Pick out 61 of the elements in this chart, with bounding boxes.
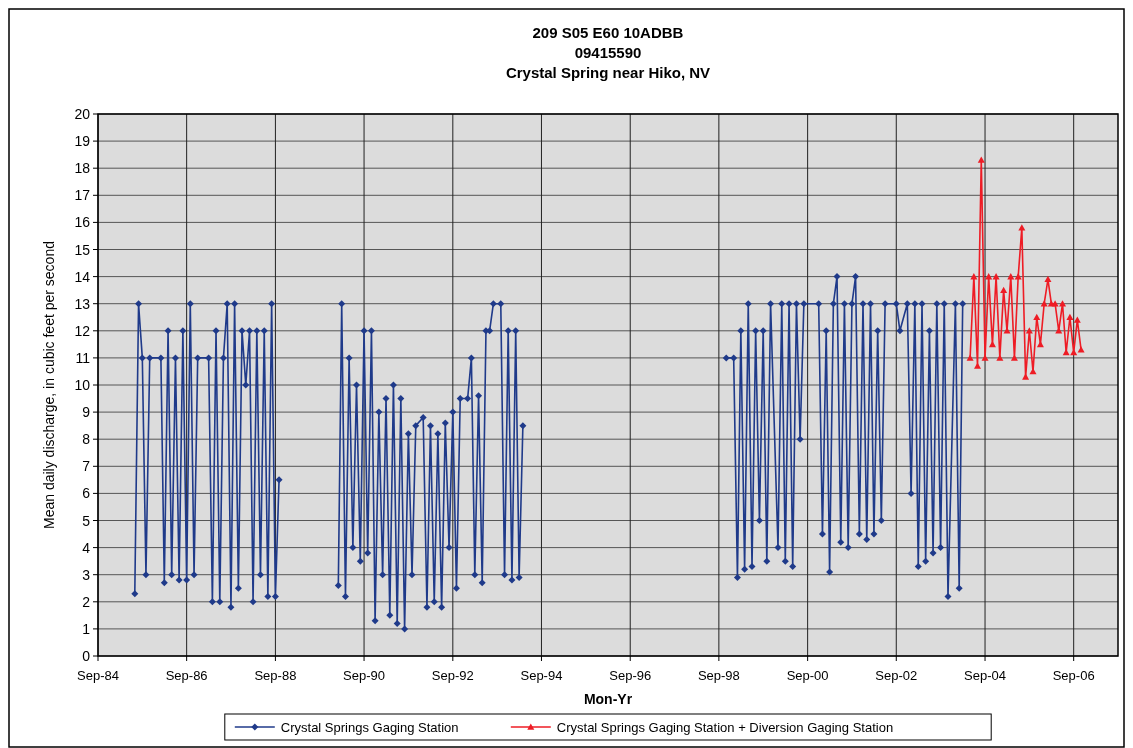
point bbox=[1055, 327, 1063, 334]
point bbox=[985, 273, 993, 280]
point bbox=[981, 354, 989, 361]
x-tick-label: Sep-86 bbox=[165, 668, 208, 683]
x-tick-label: Sep-90 bbox=[343, 668, 386, 683]
y-tick-label: 17 bbox=[74, 187, 91, 204]
x-tick-label: Sep-00 bbox=[786, 668, 829, 683]
y-tick-label: 15 bbox=[74, 241, 91, 258]
x-tick-label: Sep-06 bbox=[1052, 668, 1095, 683]
y-tick-label: 19 bbox=[74, 133, 91, 150]
y-tick-label: 1 bbox=[82, 620, 91, 637]
point bbox=[1077, 346, 1085, 353]
x-tick-label: Sep-94 bbox=[520, 668, 563, 683]
legend-label: Crystal Springs Gaging Station + Diversion Gaging Station bbox=[556, 720, 894, 735]
point bbox=[1018, 224, 1026, 231]
y-tick-label: 12 bbox=[74, 322, 91, 339]
point bbox=[1033, 313, 1041, 321]
y-tick-label: 6 bbox=[82, 485, 91, 502]
x-tick-label: Sep-04 bbox=[964, 668, 1006, 683]
y-axis-title: Mean daily discharge, in cubic feet per second bbox=[41, 241, 57, 529]
point bbox=[1000, 286, 1008, 293]
y-tick-label: 9 bbox=[82, 404, 91, 421]
y-tick-label: 8 bbox=[82, 431, 91, 448]
x-tick-label: Sep-96 bbox=[609, 668, 652, 683]
y-tick-label: 0 bbox=[82, 648, 91, 664]
point bbox=[988, 340, 996, 348]
point bbox=[1073, 316, 1081, 323]
point bbox=[977, 156, 985, 163]
y-tick-label: 5 bbox=[82, 512, 91, 529]
point bbox=[1007, 273, 1015, 280]
point bbox=[1022, 373, 1030, 380]
y-tick-label: 7 bbox=[82, 458, 91, 475]
legend-label: Crystal Springs Gaging Station bbox=[280, 720, 459, 735]
y-tick-label: 3 bbox=[82, 566, 91, 583]
point bbox=[1010, 354, 1018, 361]
point bbox=[974, 362, 982, 369]
y-tick-label: 18 bbox=[74, 160, 91, 177]
point bbox=[996, 354, 1004, 361]
x-tick-label: Sep-88 bbox=[254, 668, 297, 683]
x-tick-label: Sep-02 bbox=[875, 668, 918, 683]
y-tick-label: 11 bbox=[75, 349, 91, 366]
y-tick-label: 2 bbox=[82, 593, 91, 610]
point bbox=[1014, 273, 1022, 280]
y-tick-label: 10 bbox=[74, 377, 91, 393]
x-axis-title: Mon-Yr bbox=[583, 691, 633, 707]
point bbox=[1040, 300, 1048, 307]
point bbox=[966, 354, 974, 361]
point bbox=[1059, 300, 1067, 307]
point bbox=[1025, 327, 1033, 334]
y-tick-label: 20 bbox=[74, 106, 91, 122]
point bbox=[1066, 313, 1074, 321]
x-tick-label: Sep-84 bbox=[77, 668, 119, 683]
y-tick-label: 4 bbox=[82, 539, 91, 556]
point bbox=[1044, 275, 1052, 283]
chart-title: 209 S05 E60 10ADBB 09415590 Crystal Spring near Hiko, NV bbox=[505, 24, 711, 81]
point bbox=[1051, 300, 1059, 307]
y-tick-label: 14 bbox=[74, 268, 91, 285]
x-tick-label: Sep-92 bbox=[431, 668, 474, 683]
y-tick-label: 13 bbox=[74, 295, 91, 312]
x-tick-label: Sep-98 bbox=[697, 668, 740, 683]
y-tick-label: 16 bbox=[74, 214, 91, 231]
